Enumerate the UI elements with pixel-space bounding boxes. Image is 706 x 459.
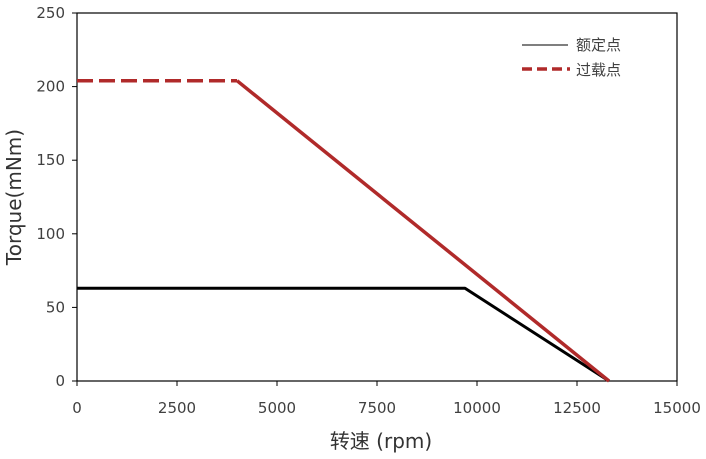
y-axis-label: Torque(mNm): [2, 129, 26, 266]
x-tick-label: 7500: [358, 399, 396, 417]
x-axis-ticks: 0 2500 5000 7500 10000 12500 15000: [72, 381, 701, 417]
y-tick-label: 100: [36, 225, 65, 243]
y-tick-label: 200: [36, 78, 65, 96]
x-tick-label: 10000: [453, 399, 501, 417]
series-overload-line: [235, 79, 611, 383]
legend-label-rated: 额定点: [576, 36, 621, 54]
x-tick-label: 12500: [553, 399, 601, 417]
series-rated-line: [77, 286, 610, 383]
x-tick-label: 0: [72, 399, 82, 417]
y-tick-label: 150: [36, 151, 65, 169]
y-tick-label: 0: [55, 372, 65, 390]
x-axis-label: 转速 (rpm): [330, 429, 432, 453]
y-axis-ticks: 0 50 100 150 200 250: [36, 4, 77, 390]
y-tick-label: 250: [36, 4, 65, 22]
legend-label-overload: 过载点: [576, 61, 621, 79]
x-tick-label: 15000: [653, 399, 701, 417]
series-layer: [77, 78, 611, 383]
legend: 额定点 过载点: [522, 36, 621, 79]
y-tick-label: 50: [46, 298, 65, 316]
x-tick-label: 2500: [158, 399, 196, 417]
x-tick-label: 5000: [258, 399, 296, 417]
